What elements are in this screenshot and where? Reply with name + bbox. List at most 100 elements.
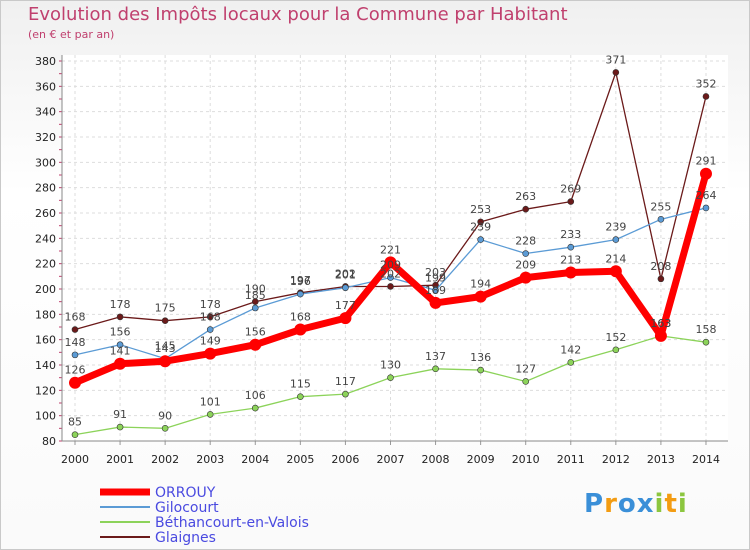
data-label: 137	[425, 350, 446, 363]
y-tick-label: 120	[35, 384, 56, 397]
data-point	[384, 256, 397, 269]
data-label: 85	[68, 416, 82, 429]
data-point	[159, 355, 172, 368]
logo-letter: x	[636, 489, 655, 519]
data-point	[387, 274, 394, 281]
data-label: 269	[560, 183, 581, 196]
data-label: 190	[245, 283, 266, 296]
x-tick-label: 2003	[196, 453, 224, 466]
x-tick-label: 2004	[241, 453, 269, 466]
legend-label: ORROUY	[155, 485, 216, 501]
data-point	[522, 250, 530, 257]
y-tick-label: 160	[35, 334, 56, 347]
data-label: 177	[335, 299, 356, 312]
data-point	[432, 365, 439, 373]
y-tick-label: 320	[35, 131, 56, 144]
data-label: 213	[560, 254, 581, 267]
data-point	[206, 411, 214, 418]
data-point	[251, 404, 259, 412]
data-point	[477, 236, 484, 243]
data-point	[477, 366, 484, 374]
data-label: 168	[290, 311, 311, 324]
data-point	[654, 329, 667, 342]
data-label: 209	[380, 259, 401, 272]
x-tick-label: 2011	[557, 453, 585, 466]
x-tick-label: 2008	[422, 453, 450, 466]
y-tick-label: 280	[35, 182, 56, 195]
logo-letter: t	[664, 489, 678, 519]
data-point	[612, 69, 620, 76]
data-point	[609, 265, 622, 278]
data-point	[657, 216, 665, 223]
data-label: 163	[650, 317, 671, 330]
x-tick-label: 2012	[602, 453, 630, 466]
x-tick-label: 2006	[331, 453, 359, 466]
data-label: 90	[158, 409, 172, 422]
data-label: 263	[515, 190, 536, 203]
data-label: 126	[65, 364, 86, 377]
data-label: 91	[113, 408, 127, 421]
data-label: 156	[110, 326, 131, 339]
x-tick-label: 2014	[692, 453, 720, 466]
data-point	[251, 298, 259, 305]
data-point	[294, 323, 307, 336]
data-point	[71, 431, 79, 438]
data-point	[297, 393, 304, 400]
data-point	[342, 284, 349, 292]
data-label: 253	[470, 203, 491, 216]
chart-subtitle: (en € et par an)	[28, 28, 115, 41]
x-tick-label: 2009	[467, 453, 495, 466]
y-tick-label: 100	[35, 410, 56, 423]
data-point	[702, 338, 710, 346]
data-point	[342, 390, 349, 398]
data-label: 208	[650, 260, 671, 273]
x-tick-label: 2010	[512, 453, 540, 466]
data-point	[161, 317, 169, 324]
data-label: 239	[470, 221, 491, 234]
data-label: 291	[695, 155, 716, 168]
data-label: 194	[470, 278, 491, 291]
logo-letter: i	[654, 489, 665, 519]
x-tick-label: 2002	[151, 453, 179, 466]
data-point	[612, 346, 620, 354]
data-point	[71, 351, 79, 359]
y-tick-label: 220	[35, 258, 56, 271]
data-label: 203	[425, 266, 446, 279]
logo-letter: P	[584, 489, 605, 519]
data-point	[522, 378, 530, 385]
x-tick-label: 2005	[286, 453, 314, 466]
data-label: 371	[605, 53, 626, 66]
data-label: 149	[200, 335, 221, 348]
data-label: 175	[155, 302, 176, 315]
logo-letter: r	[604, 489, 618, 519]
data-label: 202	[380, 267, 401, 280]
data-label: 136	[470, 351, 491, 364]
data-label: 106	[245, 389, 266, 402]
logo-letter: i	[677, 489, 688, 519]
data-label: 189	[425, 284, 446, 297]
data-point	[432, 286, 439, 294]
data-point	[114, 357, 127, 370]
data-point	[699, 167, 712, 180]
data-point	[339, 312, 352, 325]
y-tick-label: 300	[35, 156, 56, 169]
data-label: 185	[245, 289, 266, 302]
data-point	[161, 425, 169, 432]
data-point	[477, 218, 484, 226]
logo-letter: o	[617, 489, 637, 519]
data-point	[522, 205, 530, 213]
y-tick-label: 180	[35, 308, 56, 321]
data-label: 178	[200, 298, 221, 311]
data-point	[519, 271, 532, 284]
x-tick-label: 2007	[376, 453, 404, 466]
data-point	[206, 326, 214, 333]
data-label: 168	[65, 311, 86, 324]
data-label: 196	[290, 275, 311, 288]
data-label: 228	[515, 235, 536, 248]
y-tick-label: 380	[35, 55, 56, 68]
data-label: 141	[110, 345, 131, 358]
data-label: 214	[605, 252, 626, 265]
x-tick-label: 2001	[106, 453, 134, 466]
data-point	[206, 313, 214, 321]
